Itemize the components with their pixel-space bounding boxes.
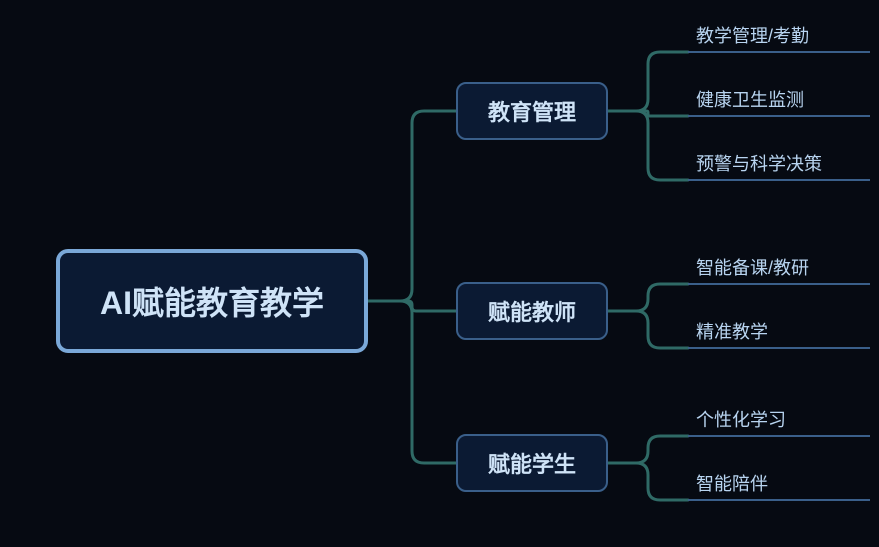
- leaf-node-0-2: 预警与科学决策: [694, 150, 864, 176]
- leaf-node-2-0: 个性化学习: [694, 406, 864, 432]
- leaf-node-0-0-label: 教学管理/考勤: [696, 22, 809, 48]
- leaf-node-2-0-label: 个性化学习: [696, 406, 786, 432]
- branch-node-0: 教育管理: [456, 82, 608, 140]
- leaf-node-2-1: 智能陪伴: [694, 470, 864, 496]
- leaf-node-0-0: 教学管理/考勤: [694, 22, 864, 48]
- branch-node-2: 赋能学生: [456, 434, 608, 492]
- leaf-node-1-0: 智能备课/教研: [694, 254, 864, 280]
- branch-node-2-label: 赋能学生: [488, 447, 576, 479]
- leaf-node-2-1-label: 智能陪伴: [696, 470, 768, 496]
- branch-node-1-label: 赋能教师: [488, 295, 576, 327]
- branch-node-1: 赋能教师: [456, 282, 608, 340]
- root-node-label: AI赋能教育教学: [100, 278, 324, 324]
- branch-node-0-label: 教育管理: [488, 95, 576, 127]
- leaf-node-1-1: 精准教学: [694, 318, 864, 344]
- leaf-node-0-1: 健康卫生监测: [694, 86, 864, 112]
- leaf-node-0-2-label: 预警与科学决策: [696, 150, 822, 176]
- leaf-node-0-1-label: 健康卫生监测: [696, 86, 804, 112]
- leaf-node-1-1-label: 精准教学: [696, 318, 768, 344]
- leaf-node-1-0-label: 智能备课/教研: [696, 254, 809, 280]
- root-node: AI赋能教育教学: [56, 249, 368, 353]
